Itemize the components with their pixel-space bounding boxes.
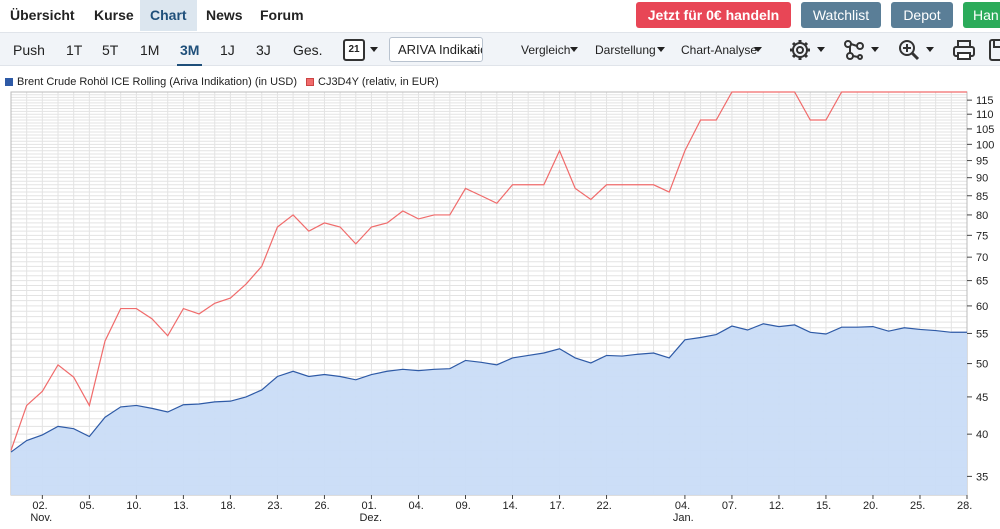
y-tick-label: 65 [976, 276, 988, 288]
darstellung-caret-icon [657, 47, 665, 52]
y-tick-label: 105 [976, 124, 994, 136]
x-tick-month-label: Jan. [673, 512, 694, 524]
y-tick-label: 75 [976, 230, 988, 242]
chart-toolbar: Push 1T 5T 1M 3M 1J 3J Ges. 21 ARIVA Ind… [0, 32, 1000, 66]
trade-now-button[interactable]: Jetzt für 0€ handeln [636, 2, 791, 28]
vergleich-caret-icon [570, 47, 578, 52]
tab-forum[interactable]: Forum [260, 7, 304, 23]
x-tick-label: 22. [597, 500, 612, 512]
y-tick-label: 115 [976, 95, 994, 107]
x-tick-label: 17. [550, 500, 565, 512]
range-ges[interactable]: Ges. [293, 42, 323, 58]
brent-line [10, 323, 967, 453]
y-tick-label: 55 [976, 328, 988, 340]
x-tick-label: 15. [816, 500, 831, 512]
source-select[interactable]: ARIVA Indikation ⌄ [389, 37, 483, 62]
x-tick-label: 14. [503, 500, 518, 512]
price-chart[interactable]: 35 40 45 50 55 60 65 70 75 80 85 90 95 100 105 110 115 0… [0, 90, 1000, 529]
chevron-down-icon: ⌄ [466, 42, 477, 56]
x-tick-label: 28. [957, 500, 972, 512]
range-3m[interactable]: 3M [176, 33, 203, 67]
zoom-icon[interactable] [897, 38, 921, 62]
y-axis: 35 40 45 50 55 60 65 70 75 80 85 90 95 100 105 110 115 [967, 95, 994, 483]
handeln-button[interactable]: Han [963, 2, 1000, 28]
legend-item-brent[interactable]: Brent Crude Rohöl ICE Rolling (Ariva Ind… [5, 74, 297, 90]
x-tick-label: 02. [32, 500, 47, 512]
y-tick-label: 70 [976, 252, 988, 264]
depot-button[interactable]: Depot [891, 2, 953, 28]
x-tick-label: 04. [408, 500, 423, 512]
cj3d4y-line [10, 91, 967, 451]
x-tick-label: 01. [361, 500, 376, 512]
y-tick-label: 80 [976, 210, 988, 222]
top-navigation: Übersicht Kurse Chart News Forum Jetzt f… [0, 0, 1000, 31]
y-tick-label: 95 [976, 156, 988, 168]
menu-chart-analyse-label: Chart-Analyse [681, 43, 758, 57]
zoom-caret-icon [926, 47, 934, 52]
menu-vergleich-label: Vergleich [521, 43, 571, 57]
y-tick-label: 85 [976, 191, 988, 203]
x-tick-month-label: Dez. [359, 512, 382, 524]
tab-uebersicht[interactable]: Übersicht [10, 7, 75, 23]
x-tick-label: 07. [722, 500, 737, 512]
source-select-value: ARIVA Indikation [398, 42, 482, 57]
settings-caret-icon [817, 47, 825, 52]
x-axis: 02.Nov. 05. 10. 13. 18. 23. 26. 01.Dez. 04. 09. 14… [30, 495, 972, 524]
range-3j[interactable]: 3J [256, 42, 271, 58]
x-tick-month-label: Nov. [30, 512, 52, 524]
calendar-chevron-down-icon[interactable] [370, 47, 378, 52]
network-caret-icon [871, 47, 879, 52]
range-1m[interactable]: 1M [140, 42, 160, 58]
legend-label-cj3d4y: CJ3D4Y (relativ, in EUR) [318, 76, 439, 88]
brent-area [11, 323, 967, 495]
x-tick-label: 18. [220, 500, 235, 512]
x-tick-label: 23. [267, 500, 282, 512]
x-tick-label: 12. [769, 500, 784, 512]
save-icon[interactable] [988, 38, 1000, 62]
y-tick-label: 40 [976, 429, 988, 441]
x-tick-label: 04. [675, 500, 690, 512]
menu-darstellung[interactable]: Darstellung [595, 33, 656, 67]
y-tick-label: 100 [976, 139, 994, 151]
chart-legend: Brent Crude Rohöl ICE Rolling (Ariva Ind… [0, 74, 1000, 90]
x-tick-label: 09. [455, 500, 470, 512]
watchlist-button[interactable]: Watchlist [801, 2, 881, 28]
calendar-icon[interactable]: 21 [343, 39, 365, 61]
range-1j[interactable]: 1J [220, 42, 235, 58]
y-tick-label: 35 [976, 471, 988, 483]
legend-label-brent: Brent Crude Rohöl ICE Rolling (Ariva Ind… [17, 76, 297, 88]
x-tick-label: 10. [126, 500, 141, 512]
menu-vergleich[interactable]: Vergleich [521, 33, 570, 67]
tab-kurse[interactable]: Kurse [94, 7, 134, 23]
y-tick-label: 45 [976, 392, 988, 404]
tab-chart[interactable]: Chart [140, 0, 197, 31]
x-tick-label: 26. [314, 500, 329, 512]
range-5t[interactable]: 5T [102, 42, 119, 58]
x-tick-label: 13. [173, 500, 188, 512]
tab-news[interactable]: News [206, 7, 243, 23]
x-tick-label: 05. [79, 500, 94, 512]
y-tick-label: 110 [976, 109, 994, 121]
legend-swatch-brent [5, 78, 13, 86]
y-tick-label: 90 [976, 173, 988, 185]
chart-grid [10, 91, 968, 496]
chart-analyse-caret-icon [754, 47, 762, 52]
range-1t[interactable]: 1T [66, 42, 83, 58]
y-tick-label: 60 [976, 301, 988, 313]
settings-icon[interactable] [788, 38, 812, 62]
x-tick-label: 25. [910, 500, 925, 512]
legend-item-cj3d4y[interactable]: CJ3D4Y (relativ, in EUR) [306, 74, 439, 90]
legend-swatch-cj3d4y [306, 78, 314, 86]
print-icon[interactable] [952, 38, 976, 62]
x-tick-label: 20. [863, 500, 878, 512]
menu-chart-analyse[interactable]: Chart-Analyse [681, 33, 757, 67]
y-tick-label: 50 [976, 359, 988, 371]
menu-darstellung-label: Darstellung [595, 43, 656, 57]
network-icon[interactable] [842, 38, 866, 62]
range-push[interactable]: Push [13, 42, 45, 58]
